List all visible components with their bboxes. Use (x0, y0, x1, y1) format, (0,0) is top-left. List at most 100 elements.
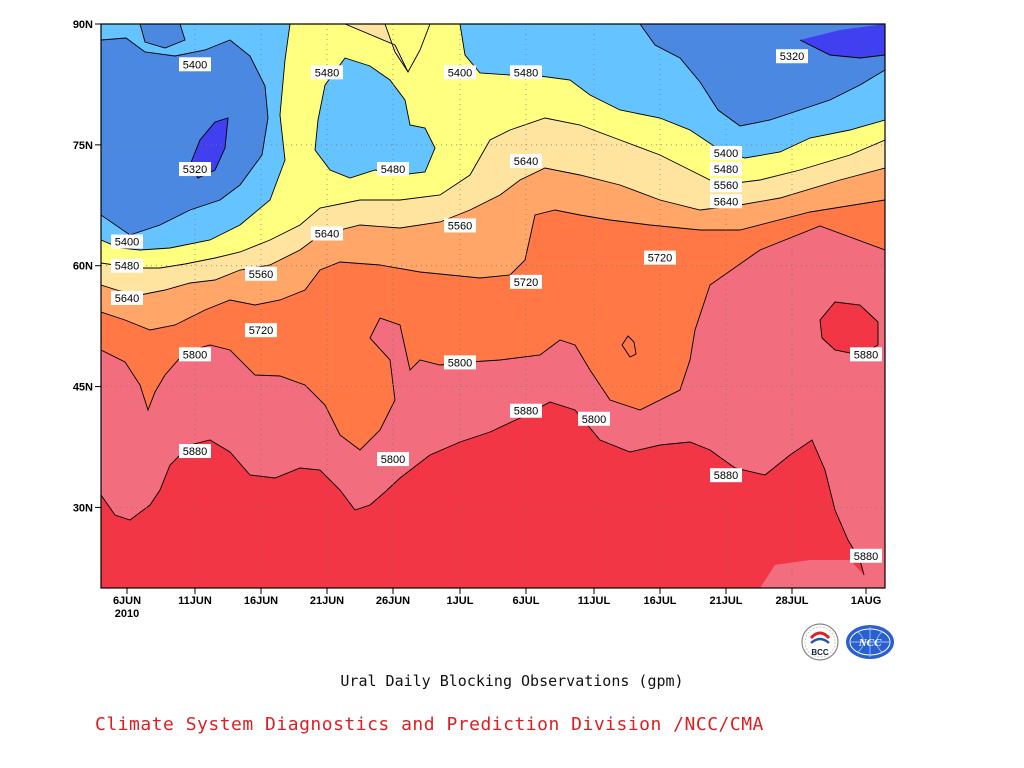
contour-line-5480 (101, 24, 291, 251)
contour-label-text: 5400 (115, 237, 139, 249)
band-5320-5400-fill (101, 38, 268, 235)
x-tick-label: 6JUL (513, 595, 540, 607)
contour-label-text: 5640 (714, 196, 738, 208)
contour-label: 5640 (710, 194, 742, 209)
contour-label-text: 5480 (115, 261, 139, 273)
contour-label-text: 5400 (714, 148, 738, 160)
x-tick-label: 11JUN (178, 595, 212, 607)
bcc-logo-text: BCC (811, 648, 829, 657)
band-5320-5400-fill (140, 24, 185, 48)
bcc-logo: BCC (801, 623, 839, 661)
contour-label-bg (311, 65, 343, 80)
contour-line-5400-small (139, 24, 186, 49)
contour-label: 5880 (710, 468, 742, 483)
contour-label-bg (776, 49, 808, 64)
contour-label-bg (377, 452, 409, 467)
contour-label-bg (644, 250, 676, 265)
chart-title: Ural Daily Blocking Observations (gpm) (340, 672, 684, 690)
contour-line-5320-north (799, 39, 885, 59)
y-axis: 90N 75N 60N 45N 30N (73, 19, 101, 514)
contour-label: 5400 (179, 57, 211, 72)
band-above-5880-fill (101, 402, 864, 588)
y-tick-label: 75N (73, 140, 93, 152)
contour-label-bg (179, 347, 211, 362)
credit-line: Climate System Diagnostics and Predictio… (95, 714, 764, 735)
contour-label-text: 5880 (714, 470, 738, 482)
band-5720-5800-blob-fill (622, 336, 636, 357)
y-tick-label: 90N (73, 19, 93, 31)
contour-label-bg (710, 178, 742, 193)
contour-line-5480-island (314, 57, 436, 179)
contour-label: 5480 (710, 162, 742, 177)
contour-label: 5560 (245, 266, 277, 281)
y-tick-label: 30N (73, 502, 93, 514)
ncc-logo: NCC (846, 625, 894, 659)
contour-label: 5320 (776, 49, 808, 64)
contour-label: 5640 (510, 153, 542, 168)
band-above-5880-blob-fill (820, 302, 878, 355)
contour-label: 5320 (179, 162, 211, 177)
contour-line-5480-north (459, 24, 885, 159)
contour-line-5640-north (344, 24, 409, 73)
contour-label-text: 5320 (183, 164, 207, 176)
contour-label-text: 5400 (183, 59, 207, 71)
ncc-logo-text: NCC (858, 637, 882, 649)
contour-label-text: 5320 (780, 51, 804, 63)
contour-label-bg (245, 323, 277, 338)
contour-label: 5480 (111, 258, 143, 273)
contour-line-5800-blob (621, 335, 637, 358)
contour-label: 5400 (710, 145, 742, 160)
x-tick-label: 16JUL (643, 595, 676, 607)
grid-lines (101, 24, 885, 588)
contour-label: 5480 (377, 162, 409, 177)
contour-label-text: 5800 (448, 357, 472, 369)
contour-label-text: 5400 (448, 67, 472, 79)
contour-label: 5560 (444, 218, 476, 233)
contour-label: 5800 (179, 347, 211, 362)
contour-label-bg (510, 65, 542, 80)
contour-label-bg (111, 290, 143, 305)
y-tick-label: 60N (73, 261, 93, 273)
contour-line-5880-blob (819, 301, 879, 356)
contour-label: 5640 (311, 226, 343, 241)
contour-label: 5800 (444, 355, 476, 370)
contour-label-bg (111, 258, 143, 273)
contour-label-bg (179, 444, 211, 459)
contour-label-bg (311, 226, 343, 241)
band-5560-5640-inner-fill (345, 24, 408, 72)
contour-label: 5640 (111, 290, 143, 305)
x-tick-label: 21JUN (310, 595, 344, 607)
contour-label: 5880 (850, 548, 882, 563)
contour-label-bg (444, 218, 476, 233)
x-tick-label: 1AUG (851, 595, 882, 607)
y-tick-label: 45N (73, 382, 93, 394)
contour-label-text: 5880 (854, 551, 878, 563)
band-5480-5560-inner-fill (385, 24, 430, 72)
x-tick-label: 6JUN (113, 595, 141, 607)
contour-label-bg (179, 162, 211, 177)
band-below-5320-fill (800, 24, 885, 58)
contour-line-5400 (101, 37, 269, 236)
contour-label: 5720 (245, 323, 277, 338)
contour-label-text: 5480 (381, 164, 405, 176)
x-tick-label: 28JUL (775, 595, 808, 607)
contour-label-text: 5880 (514, 406, 538, 418)
contour-label-bg (710, 194, 742, 209)
contour-label-text: 5720 (514, 277, 538, 289)
contour-label-text: 5800 (183, 349, 207, 361)
contour-label-bg (444, 355, 476, 370)
contour-label-text: 5880 (183, 446, 207, 458)
contour-label-text: 5720 (249, 325, 273, 337)
contour-label-text: 5640 (514, 156, 538, 168)
contour-label-text: 5560 (448, 220, 472, 232)
contour-label: 5720 (510, 274, 542, 289)
contour-label-bg (444, 65, 476, 80)
contour-line-5720 (101, 199, 885, 331)
contour-label: 5480 (311, 65, 343, 80)
x-tick-label: 11JUL (578, 595, 611, 607)
band-5400-5480-fill (315, 58, 435, 178)
contour-label-text: 5720 (648, 253, 672, 265)
contour-line-5400-north (639, 24, 885, 127)
contour-line-5640 (101, 167, 885, 296)
